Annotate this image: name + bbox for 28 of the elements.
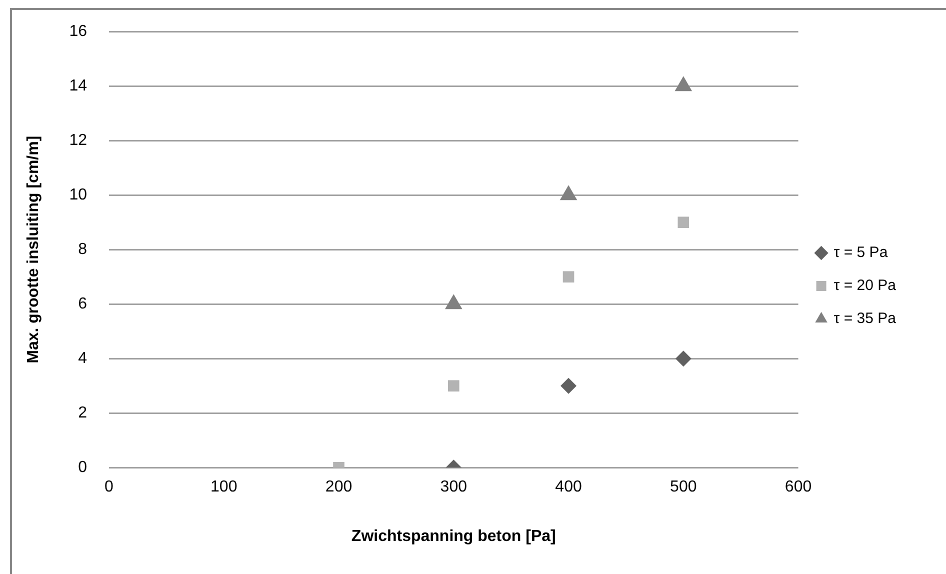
x-tick-label: 300 xyxy=(440,478,468,496)
x-axis-title: Zwichtspanning beton [Pa] xyxy=(351,528,556,545)
point xyxy=(560,378,577,394)
y-tick-label: 4 xyxy=(78,350,88,368)
point xyxy=(678,216,690,228)
y-axis-title: Max. grootte insluiting [cm/m] xyxy=(25,136,42,364)
x-tick-label: 100 xyxy=(210,478,238,496)
legend-label: τ = 20 Pa xyxy=(834,277,897,294)
x-tick-label: 500 xyxy=(670,478,697,496)
x-tick-label: 200 xyxy=(325,478,352,496)
x-tick-label: 600 xyxy=(784,478,812,496)
y-tick-label: 0 xyxy=(78,459,88,476)
legend-label: τ = 5 Pa xyxy=(834,244,888,262)
y-tick-label: 2 xyxy=(78,404,88,422)
y-tick-label: 8 xyxy=(78,241,88,258)
point xyxy=(562,271,574,283)
y-tick-label: 14 xyxy=(69,78,88,95)
x-tick-label: 0 xyxy=(104,478,114,496)
y-tick-label: 10 xyxy=(69,186,88,204)
y-tick-label: 16 xyxy=(69,23,88,40)
point xyxy=(560,185,578,200)
point xyxy=(448,380,460,392)
legend-label: τ = 35 Pa xyxy=(834,310,897,328)
point xyxy=(674,76,692,92)
y-tick-label: 12 xyxy=(69,132,88,150)
y-tick-label: 6 xyxy=(78,296,88,313)
point xyxy=(675,350,692,367)
x-tick-label: 400 xyxy=(555,478,582,496)
